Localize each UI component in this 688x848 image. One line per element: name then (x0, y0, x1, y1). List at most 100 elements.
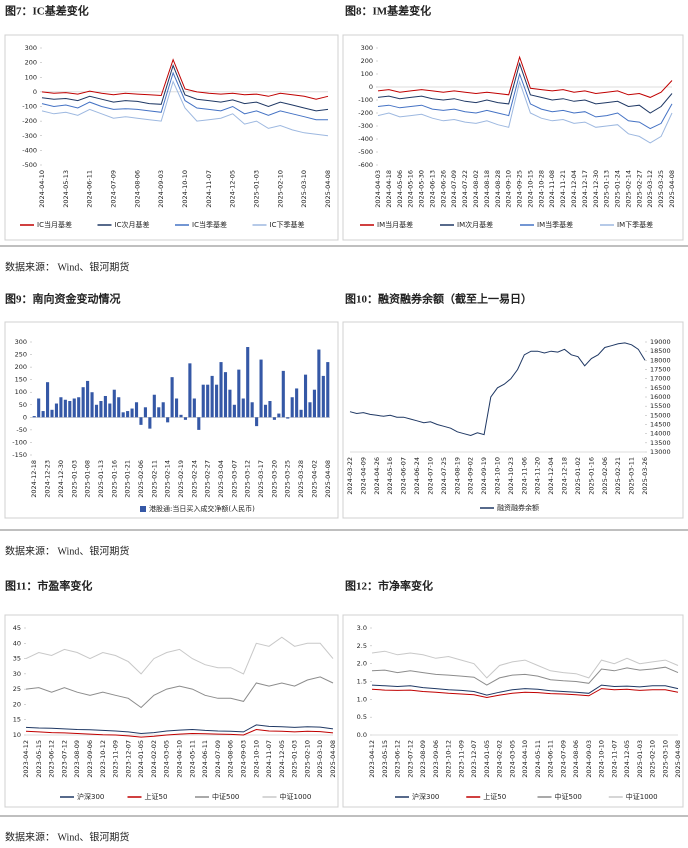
x-tick-label: 2023-04-12 (368, 740, 376, 778)
x-tick-label: 2023-11-09 (457, 740, 465, 778)
series-line (25, 728, 334, 738)
y-tick-label: 3.0 (357, 624, 367, 632)
y-tick-label: 15500 (650, 402, 671, 410)
y-tick-label: 40 (13, 639, 21, 647)
x-tick-label: 2024-12-05 (229, 170, 237, 208)
x-tick-label: 2024-06-13 (428, 170, 436, 208)
bar (277, 413, 281, 418)
x-tick-label: 2025-02-10 (276, 170, 284, 208)
x-tick-label: 2025-03-28 (297, 460, 305, 498)
series-line (25, 676, 334, 709)
bar (299, 409, 303, 418)
bar (139, 417, 143, 425)
chart-title: 图9：南向资金变动情况 (5, 292, 121, 306)
bar (326, 362, 330, 418)
bar (81, 387, 85, 418)
bar (166, 417, 170, 423)
bar (126, 411, 130, 418)
bar (263, 404, 268, 418)
series-line (377, 72, 673, 130)
bar (290, 397, 294, 418)
bar (237, 369, 241, 418)
bar (86, 380, 90, 418)
x-tick-label: 2024-12-30 (592, 170, 600, 208)
y-tick-label: 50 (19, 401, 27, 409)
x-tick-label: 2024-11-07 (265, 740, 273, 778)
x-tick-label: 2024-10-15 (526, 170, 534, 208)
chart-title: 图10：融资融券余额（截至上一易日） (345, 292, 532, 306)
x-tick-label: 2025-01-13 (97, 460, 105, 498)
legend-label: IM下季基差 (617, 220, 653, 229)
bar (259, 359, 263, 418)
bar (201, 384, 205, 418)
source-note: 数据来源： Wind、银河期货 (5, 260, 129, 273)
y-tick-label: -100 (22, 103, 37, 111)
chart-frame (4, 321, 339, 519)
y-tick-label: 16000 (650, 393, 671, 401)
x-tick-label: 2025-03-11 (628, 457, 636, 495)
x-tick-label: 2025-03-25 (284, 460, 292, 498)
x-tick-label: 2024-05-11 (188, 740, 196, 778)
bar (321, 375, 325, 418)
x-tick-label: 2025-02-06 (601, 457, 609, 495)
x-tick-label: 2024-04-10 (176, 740, 184, 778)
bar (130, 408, 134, 418)
x-tick-label: 2025-01-24 (614, 170, 622, 208)
x-tick-label: 2023-07-12 (406, 740, 414, 778)
chart-title: 图11：市盈率变化 (5, 579, 92, 593)
series-line (349, 342, 646, 437)
y-tick-label: 16500 (650, 384, 671, 392)
y-tick-label: 250 (15, 351, 27, 359)
bar (143, 407, 147, 418)
x-tick-label: 2025-03-17 (257, 460, 265, 498)
x-tick-label: 2025-01-16 (587, 457, 595, 495)
x-tick-label: 2024-08-19 (453, 457, 461, 495)
bar (170, 377, 174, 418)
bar (303, 374, 308, 418)
bar (250, 402, 254, 418)
x-tick-label: 2024-09-03 (585, 740, 593, 778)
bar (295, 388, 299, 418)
x-tick-label: 2025-01-03 (253, 170, 261, 208)
bar (117, 397, 121, 418)
legend-label: 中证1000 (626, 792, 658, 801)
bar (77, 397, 81, 418)
x-tick-label: 2024-12-17 (581, 170, 589, 208)
x-tick-label: 2023-08-09 (73, 740, 81, 778)
bar (312, 389, 316, 418)
x-tick-label: 2024-11-06 (520, 457, 528, 495)
x-tick-label: 2024-09-10 (505, 170, 513, 208)
legend-label: IC下季基差 (270, 220, 305, 229)
x-tick-label: 2024-10-10 (598, 740, 606, 778)
legend-label: 上证50 (483, 792, 506, 801)
bar (188, 363, 192, 418)
x-tick-label: 2024-08-28 (494, 170, 502, 208)
x-tick-label: 2023-10-12 (445, 740, 453, 778)
x-tick-label: 2025-03-25 (657, 170, 665, 208)
y-tick-label: -100 (12, 438, 27, 446)
x-tick-label: 2024-07-25 (440, 457, 448, 495)
bar (148, 417, 152, 429)
bar (54, 403, 59, 418)
bar (215, 384, 219, 418)
bar (179, 414, 183, 418)
x-tick-label: 2024-05-16 (407, 170, 415, 208)
legend-label: IC当月基差 (37, 220, 72, 229)
y-tick-label: -500 (358, 148, 373, 156)
legend-label: 融资融券余额 (497, 503, 539, 512)
bar (228, 389, 232, 418)
chart-frame (4, 614, 339, 808)
x-tick-label: 2024-06-26 (439, 170, 447, 208)
bar (46, 382, 50, 418)
bar (210, 375, 214, 418)
legend-label: IM次月基差 (457, 220, 493, 229)
y-tick-label: -400 (22, 146, 37, 154)
y-tick-label: 10 (13, 731, 21, 739)
bar (197, 417, 201, 430)
legend-swatch (140, 506, 146, 512)
bar (272, 417, 276, 420)
bar (308, 402, 312, 418)
chart-frame (342, 34, 684, 241)
x-tick-label: 2024-08-02 (472, 170, 480, 208)
x-tick-label: 2023-12-07 (470, 740, 478, 778)
